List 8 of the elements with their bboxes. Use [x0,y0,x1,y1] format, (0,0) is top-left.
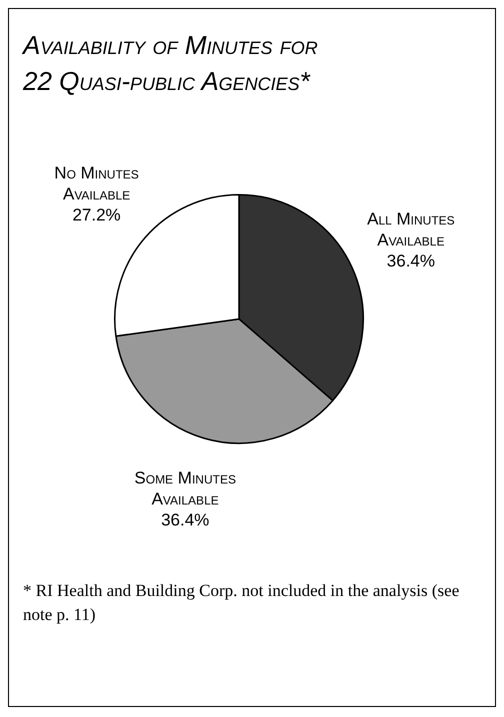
data-label: 36.4% [386,251,435,270]
data-label: 36.4% [161,510,210,530]
data-label: 27.2% [72,206,121,225]
text: * RI Health and Building Corp. not included in the analysis (see note p. 11) [23,580,460,626]
chart-title: Availability of Minutes for 22 Quasi-public Agencies* [23,29,319,98]
slice-label: All Minutes Available [367,209,455,250]
slice-label: No Minutes Available [54,164,139,204]
slice-label: Some Minutes Available [134,468,236,509]
